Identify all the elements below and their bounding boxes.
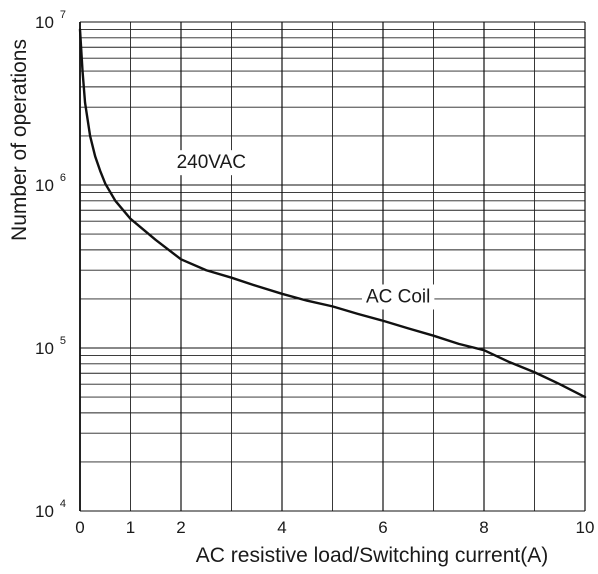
annotation-background <box>172 150 250 176</box>
y-tick-label: 10 7 <box>35 9 66 32</box>
y-tick-label: 10 6 <box>35 172 66 195</box>
y-tick-label: 10 5 <box>35 335 66 358</box>
x-tick-label: 4 <box>277 518 286 537</box>
series-line <box>78 28 587 399</box>
annotation-background <box>361 284 435 310</box>
x-axis-title: AC resistive load/Switching current(A) <box>196 544 548 567</box>
x-tick-label: 1 <box>126 518 135 537</box>
y-axis-title: Number of operations <box>8 39 31 241</box>
x-tick-label: 6 <box>378 518 387 537</box>
series-layer <box>78 28 587 399</box>
x-tick-label: 8 <box>479 518 488 537</box>
annotation-layer: 240VAC AC Coil <box>172 150 435 310</box>
major-grid <box>79 21 586 512</box>
annotation-label: AC Coil <box>366 286 430 307</box>
annotation-label: 240VAC <box>177 152 246 173</box>
x-tick-label: 0 <box>75 518 84 537</box>
x-tick-label: 10 <box>576 518 595 537</box>
y-tick-label: 10 4 <box>35 498 66 521</box>
minor-grid <box>80 22 585 511</box>
x-tick-label: 2 <box>176 518 185 537</box>
